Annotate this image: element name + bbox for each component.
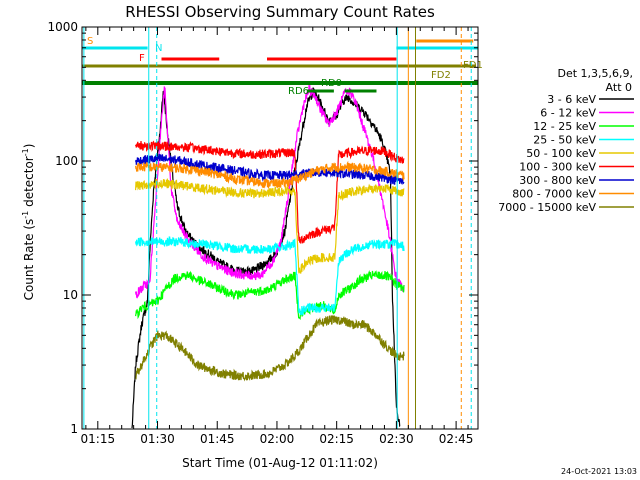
flag-label: S [87, 36, 93, 47]
legend-label: 800 - 7000 keV [512, 188, 596, 201]
y-axis-title-sup2: -1 [21, 148, 30, 156]
flag-label: N [155, 43, 162, 54]
plot-frame [81, 26, 479, 430]
legend-label: 300 - 800 keV [519, 174, 596, 187]
flag-label: FD1 [463, 60, 483, 71]
y-tick-label: 100 [55, 154, 78, 168]
flag-label: FD2 [431, 70, 451, 81]
y-tick-label: 1 [70, 422, 78, 436]
y-axis-title-base: Count Rate (s [22, 219, 36, 301]
flag-layer: S NF RD0 RD6 FD2 FD1 [82, 27, 483, 429]
series-layer [131, 83, 405, 429]
series-line-8 [135, 315, 405, 382]
x-tick-label: 02:15 [319, 432, 354, 446]
legend-label: 100 - 300 keV [519, 161, 596, 174]
flag-label: RD6 [288, 86, 309, 97]
series-line-7 [135, 160, 405, 190]
flag-label: RD0 [321, 78, 342, 89]
flag-label: F [139, 53, 145, 64]
y-axis-title: Count Rate (s-1 detector-1) [21, 144, 36, 301]
series-line-1 [135, 83, 405, 299]
x-tick-label: 01:45 [200, 432, 235, 446]
legend-label: 6 - 12 keV [540, 107, 596, 120]
series-line-4 [135, 177, 405, 274]
legend-label: 50 - 100 keV [526, 147, 596, 160]
axis-layer: 01:15 01:30 01:45 02:00 02:15 02:30 02:45 1 10 10… [47, 20, 478, 446]
svg-text:Count Rate (s-1 detector-1): Count Rate (s-1 detector-1) [21, 144, 36, 301]
series-line-0 [131, 87, 401, 429]
x-axis-title: Start Time (01-Aug-12 01:11:02) [182, 456, 378, 470]
legend-label: 7000 - 15000 keV [498, 201, 596, 214]
series-line-5 [135, 140, 405, 244]
x-tick-label: 01:30 [140, 432, 175, 446]
y-axis-title-mid: detector [22, 156, 36, 211]
series-line-3 [135, 236, 405, 317]
chart-title: RHESSI Observing Summary Count Rates [125, 3, 435, 21]
x-tick-label: 02:30 [379, 432, 414, 446]
legend-label: 25 - 50 keV [533, 134, 596, 147]
series-line-2 [135, 270, 405, 320]
legend-label: 3 - 6 keV [547, 93, 596, 106]
legend-header-line-2: Att 0 [606, 81, 632, 94]
y-axis-title-end: ) [22, 144, 36, 149]
y-tick-label: 10 [63, 288, 78, 302]
y-axis-title-sup1: -1 [21, 211, 30, 219]
x-tick-label: 02:45 [439, 432, 474, 446]
legend-header-line-1: Det 1,3,5,6,9, [557, 67, 633, 80]
legend-label: 12 - 25 keV [533, 120, 596, 133]
x-tick-label: 01:15 [81, 432, 116, 446]
timestamp: 24-Oct-2021 13:03 [561, 467, 637, 476]
x-tick-label: 02:00 [260, 432, 295, 446]
y-tick-label: 1000 [47, 20, 78, 34]
